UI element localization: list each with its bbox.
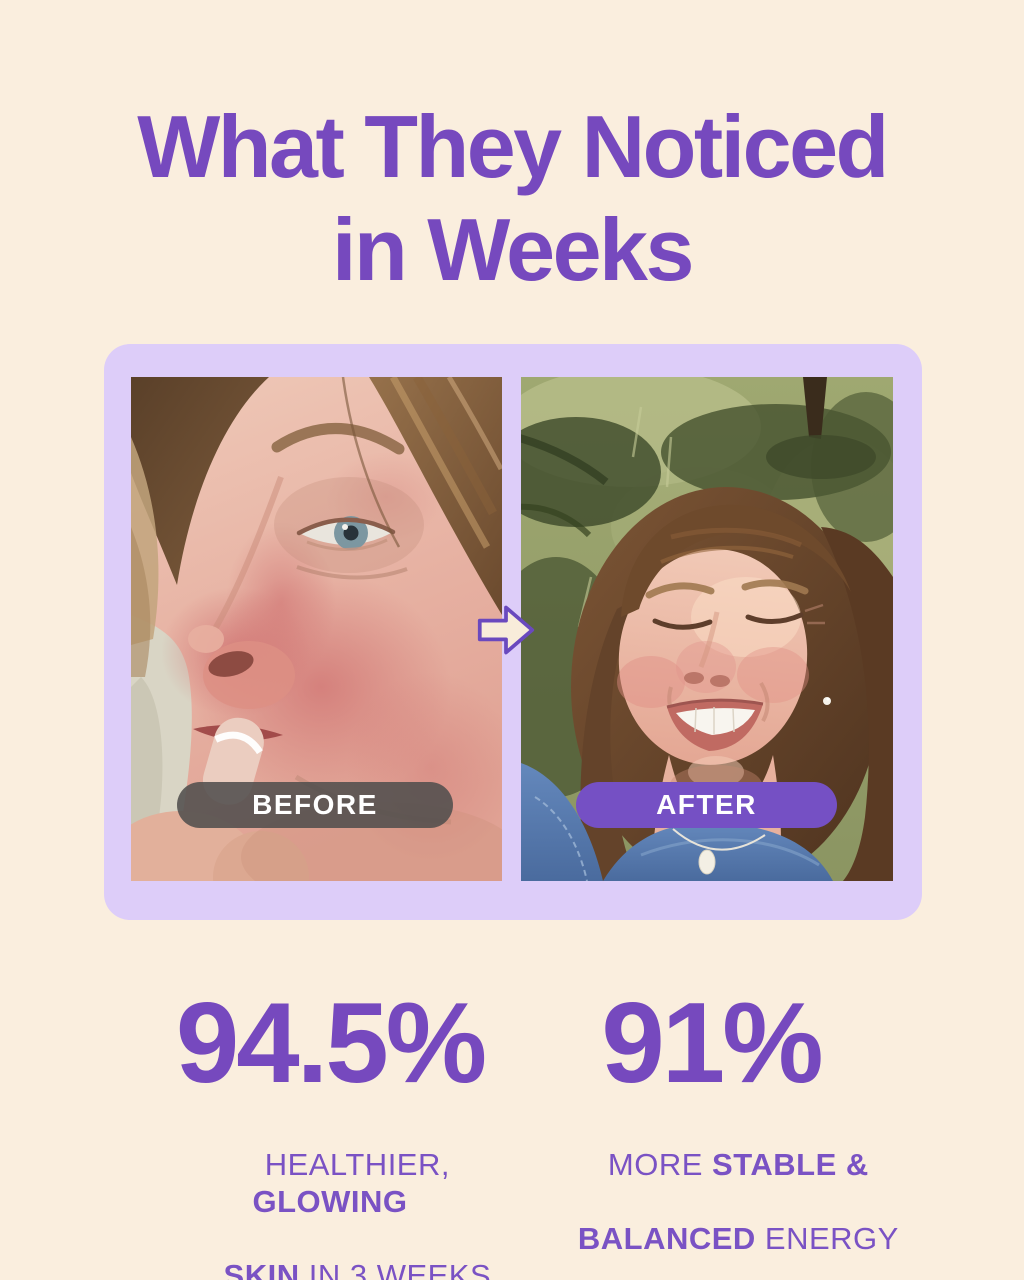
before-badge-label: BEFORE [252,789,378,820]
stat-glowing-skin: 94.5% HEALTHIER, GLOWING SKIN IN 3 WEEKS [130,987,530,1280]
caption-segment: MORE [607,1147,713,1182]
caption-segment: ENERGY [755,1221,899,1256]
caption-segment: BALANCED [577,1221,756,1256]
stat-caption: HEALTHIER, GLOWING SKIN IN 3 WEEKS [130,1109,530,1280]
before-photo [131,377,502,881]
before-after-card: BEFORE AFTER [104,344,922,920]
title-line-1: What They Noticed [137,97,889,196]
caption-segment: GLOWING [252,1184,408,1219]
title-line-2: in Weeks [332,199,694,299]
caption-segment: IN 3 WEEKS [299,1258,492,1280]
page-title: What They Noticed in Weeks [0,96,1024,302]
caption-segment: SKIN [223,1258,300,1280]
before-photo-illustration [131,377,502,881]
after-badge-label: AFTER [656,789,757,820]
before-badge: BEFORE [177,782,453,828]
stat-value: 94.5% [175,980,487,1107]
stat-balanced-energy: 91% MORE STABLE & BALANCED ENERGY [511,987,911,1280]
caption-segment: STABLE & [712,1147,869,1182]
stat-caption: MORE STABLE & BALANCED ENERGY [511,1109,911,1280]
after-badge: AFTER [576,782,837,828]
caption-segment: HEALTHIER, [264,1147,460,1182]
arrow-right-icon [476,601,536,659]
stat-value: 91% [601,980,823,1107]
